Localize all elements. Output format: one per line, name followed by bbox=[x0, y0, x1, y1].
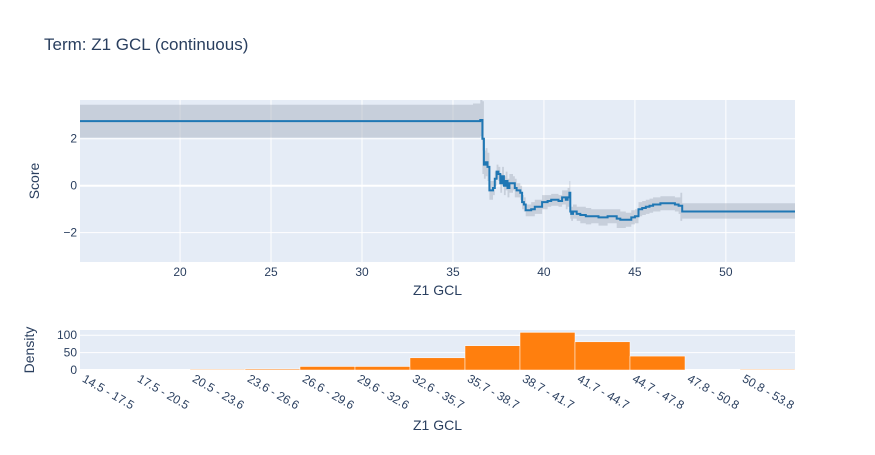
density-x-tick-label: 47.8 - 50.8 bbox=[685, 371, 742, 412]
density-y-ticks: 0 50 100 bbox=[57, 328, 77, 377]
density-x-tick-label: 41.7 - 44.7 bbox=[575, 371, 632, 412]
density-bar bbox=[575, 342, 630, 370]
density-x-tick-label: 50.8 - 53.8 bbox=[740, 371, 797, 412]
density-bar bbox=[410, 358, 465, 370]
density-bar bbox=[520, 332, 575, 370]
density-x-ticks: 14.5 - 17.517.5 - 20.520.5 - 23.623.6 - … bbox=[80, 371, 797, 412]
chart-title: Term: Z1 GCL (continuous) bbox=[44, 35, 248, 54]
density-x-tick-label: 35.7 - 38.7 bbox=[465, 371, 522, 412]
main-y-tick-label: 0 bbox=[70, 179, 77, 193]
main-y-axis-title: Score bbox=[26, 163, 42, 200]
density-bar bbox=[300, 367, 355, 371]
density-bar bbox=[190, 369, 245, 370]
density-x-tick-label: 44.7 - 47.8 bbox=[630, 371, 687, 412]
main-x-ticks: 20 25 30 35 40 45 50 bbox=[173, 265, 732, 279]
main-x-tick-label: 30 bbox=[355, 265, 369, 279]
main-x-tick-label: 45 bbox=[628, 265, 642, 279]
density-bar bbox=[740, 369, 795, 370]
main-y-tick-label: 2 bbox=[70, 132, 77, 146]
main-x-tick-label: 40 bbox=[537, 265, 551, 279]
density-bar bbox=[245, 369, 300, 370]
density-bar bbox=[465, 346, 520, 370]
density-x-tick-label: 20.5 - 23.6 bbox=[190, 371, 247, 412]
density-x-tick-label: 14.5 - 17.5 bbox=[80, 371, 137, 412]
density-x-tick-label: 32.6 - 35.7 bbox=[410, 371, 467, 412]
density-y-tick-label: 50 bbox=[64, 346, 78, 360]
main-y-tick-label: −2 bbox=[63, 226, 77, 240]
density-y-tick-label: 0 bbox=[70, 363, 77, 377]
main-x-tick-label: 50 bbox=[719, 265, 733, 279]
density-x-tick-label: 38.7 - 41.7 bbox=[520, 371, 577, 412]
density-x-tick-label: 26.6 - 29.6 bbox=[300, 371, 357, 412]
density-bar bbox=[355, 367, 410, 371]
density-bar bbox=[630, 356, 685, 370]
main-x-tick-label: 25 bbox=[264, 265, 278, 279]
density-y-axis-title: Density bbox=[21, 327, 37, 374]
density-x-tick-label: 17.5 - 20.5 bbox=[135, 371, 192, 412]
main-x-tick-label: 35 bbox=[446, 265, 460, 279]
main-x-tick-label: 20 bbox=[173, 265, 187, 279]
main-y-ticks: −2 0 2 bbox=[63, 132, 77, 240]
density-y-tick-label: 100 bbox=[57, 328, 77, 342]
density-x-tick-label: 23.6 - 26.6 bbox=[245, 371, 302, 412]
density-x-axis-title: Z1 GCL bbox=[413, 417, 462, 433]
main-x-axis-title: Z1 GCL bbox=[413, 282, 462, 298]
density-x-tick-label: 29.6 - 32.6 bbox=[355, 371, 412, 412]
